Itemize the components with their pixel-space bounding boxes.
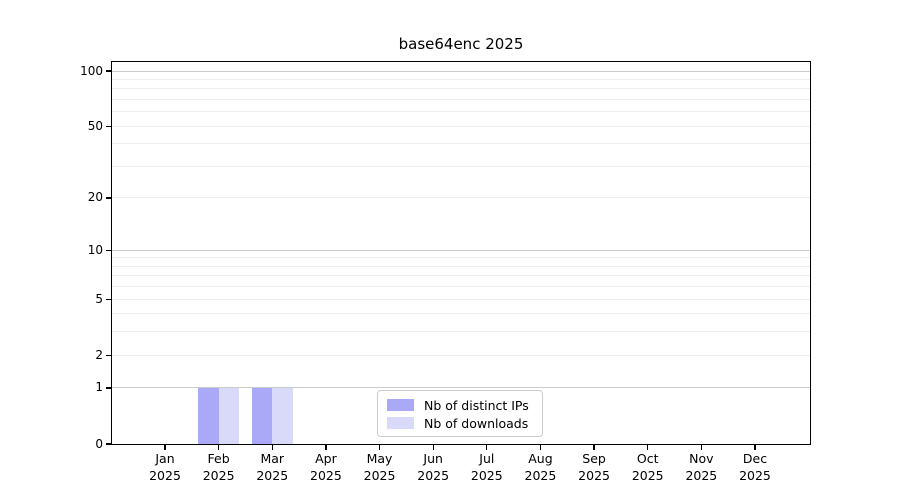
y-axis-tick-mark <box>106 443 112 445</box>
y-axis-tick-mark <box>106 387 112 389</box>
x-axis-tick-mark <box>164 445 166 450</box>
grid-line <box>112 387 810 389</box>
y-axis-tick-mark <box>106 70 112 72</box>
x-axis-tick-mark <box>325 445 327 450</box>
grid-line <box>112 265 810 267</box>
y-axis-tick-mark <box>106 249 112 251</box>
x-axis-tick-label: Nov 2025 <box>685 451 718 483</box>
x-axis-tick-mark <box>432 445 434 450</box>
grid-line <box>112 166 810 167</box>
x-axis-tick-label: Apr 2025 <box>310 451 342 483</box>
grid-line <box>112 249 810 251</box>
x-axis-tick-label: Jul 2025 <box>470 451 503 483</box>
x-axis-tick-mark <box>539 445 542 450</box>
y-axis-tick-label: 1 <box>95 380 103 395</box>
y-axis-tick-mark <box>106 197 112 199</box>
x-axis-tick-mark <box>271 445 273 450</box>
grid-line <box>112 78 810 80</box>
bar <box>198 387 219 444</box>
x-axis-tick-label: Jun 2025 <box>417 451 450 483</box>
grid-line <box>112 99 810 101</box>
bar <box>272 387 293 444</box>
y-axis-tick-label: 5 <box>95 291 103 306</box>
y-axis-tick-label: 0 <box>95 436 103 451</box>
x-axis-tick-label: Aug 2025 <box>524 451 557 483</box>
grid-line <box>112 286 810 288</box>
x-axis-tick-label: Oct 2025 <box>631 451 664 483</box>
x-axis-tick-mark <box>486 445 488 450</box>
grid-line <box>112 298 810 300</box>
grid-line <box>112 331 810 333</box>
y-axis-tick-label: 50 <box>87 118 103 133</box>
legend-label: Nb of downloads <box>424 415 529 431</box>
y-axis-tick-label: 100 <box>80 63 103 78</box>
y-axis-tick-mark <box>106 125 112 127</box>
legend-label: Nb of distinct IPs <box>424 397 529 413</box>
x-axis-tick-mark <box>700 445 702 450</box>
x-axis-tick-label: Jan 2025 <box>149 451 181 483</box>
chart-title: base64enc 2025 <box>398 35 524 53</box>
y-axis-tick-label: 10 <box>87 242 103 257</box>
y-axis-tick-mark <box>106 354 112 356</box>
legend: Nb of distinct IPs Nb of downloads <box>377 390 543 437</box>
plot-area <box>112 62 810 444</box>
bar <box>251 387 273 444</box>
y-axis-tick-mark <box>106 298 112 300</box>
x-axis-tick-mark <box>217 445 220 450</box>
grid-line <box>112 257 810 259</box>
x-axis-tick-label: Sep 2025 <box>578 451 610 483</box>
x-axis-tick-mark <box>593 445 595 450</box>
x-axis-tick-mark <box>754 445 756 450</box>
legend-swatch-distinct-ips <box>387 398 414 412</box>
y-axis-tick-label: 20 <box>87 190 103 205</box>
x-axis-tick-mark <box>647 445 649 450</box>
legend-item: Nb of downloads <box>387 414 533 432</box>
grid-line <box>112 354 810 356</box>
grid-line <box>112 88 810 90</box>
legend-swatch-downloads <box>387 416 414 430</box>
y-axis-tick-label: 2 <box>95 347 103 362</box>
x-axis-tick-label: May 2025 <box>363 451 396 483</box>
grid-line <box>112 143 810 145</box>
grid-line <box>112 197 810 199</box>
x-axis-tick-label: Dec 2025 <box>739 451 771 483</box>
grid-line <box>112 70 810 72</box>
grid-line <box>112 125 810 127</box>
legend-item: Nb of distinct IPs <box>387 396 533 414</box>
grid-line <box>112 275 810 277</box>
grid-line <box>112 111 810 113</box>
x-axis-tick-label: Feb 2025 <box>202 451 235 483</box>
grid-line <box>112 313 810 315</box>
x-axis-tick-label: Mar 2025 <box>256 451 289 483</box>
x-axis-tick-mark <box>378 445 381 450</box>
bar <box>218 387 240 444</box>
